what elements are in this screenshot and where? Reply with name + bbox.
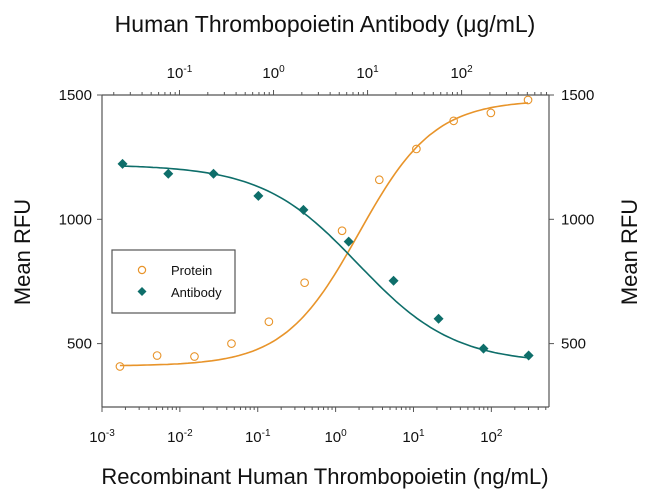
bottom-axis-tick-label: 10-3 [89, 428, 115, 446]
antibody-data-point [298, 204, 309, 215]
bottom-axis-tick-label: 10-2 [167, 428, 193, 446]
bottom-axis-tick-label: 101 [402, 428, 425, 446]
legend: Protein Antibody [111, 249, 236, 314]
bottom-axis-tick-labels: 10-3 10-2 10-1 100 101 102 [89, 428, 503, 446]
legend-protein-marker-icon [137, 265, 147, 275]
y-axis-ticks: 500 500 1000 1000 1500 1500 [59, 87, 595, 353]
protein-data-point [374, 175, 384, 185]
legend-antibody-marker-icon [137, 287, 147, 296]
protein-data-point [486, 108, 496, 118]
protein-data-point [115, 362, 125, 371]
right-y-axis-label: Mean RFU [617, 199, 642, 305]
y-tick-label-right: 500 [561, 336, 586, 353]
protein-data-point [264, 317, 274, 327]
legend-box [111, 249, 236, 314]
bottom-axis-tick-label: 10-1 [245, 428, 271, 446]
axis-minor-ticks [101, 90, 548, 412]
y-tick-label-right: 1000 [561, 211, 594, 228]
antibody-data-point [253, 190, 264, 201]
top-axis-tick-label: 10-1 [167, 64, 193, 82]
bottom-axis-tick-label: 100 [324, 428, 347, 446]
top-axis-tick-label: 101 [356, 64, 379, 82]
top-axis-tick-label: 102 [450, 64, 473, 82]
legend-label-antibody: Antibody [171, 285, 222, 300]
antibody-data-point [208, 168, 219, 179]
left-y-axis-label: Mean RFU [10, 199, 35, 305]
protein-data-point [227, 339, 236, 348]
antibody-data-point [388, 275, 399, 286]
antibody-data-point [343, 236, 354, 247]
protein-data-point [337, 226, 347, 236]
top-axis-title: Human Thrombopoietin Antibody (μg/mL) [115, 11, 536, 37]
antibody-data-point [478, 343, 489, 354]
bottom-x-axis-label: Recombinant Human Thrombopoietin (ng/mL) [101, 464, 548, 489]
fit-curves [119, 102, 529, 367]
fit-curve-protein [119, 102, 529, 367]
protein-data-point [152, 351, 162, 360]
y-tick-label-right: 1500 [561, 87, 594, 104]
antibody-data-point [433, 313, 444, 324]
y-tick-label-left: 1500 [59, 87, 92, 104]
y-tick-label-left: 1000 [59, 211, 92, 228]
protein-data-point [523, 95, 533, 105]
antibody-data-point [163, 168, 174, 179]
protein-data-point [449, 116, 458, 126]
protein-data-point [300, 278, 309, 288]
legend-label-protein: Protein [171, 263, 212, 278]
protein-data-point [190, 352, 199, 361]
protein-data-point [412, 144, 421, 154]
bottom-axis-tick-label: 102 [480, 428, 503, 446]
data-points [115, 95, 534, 371]
y-tick-label-left: 500 [67, 336, 92, 353]
fit-curve-antibody [122, 165, 529, 359]
antibody-data-point [523, 350, 534, 361]
antibody-data-point [117, 158, 128, 169]
top-axis-tick-label: 100 [262, 64, 285, 82]
top-axis-tick-labels: 10-1 100 101 102 [167, 64, 473, 82]
